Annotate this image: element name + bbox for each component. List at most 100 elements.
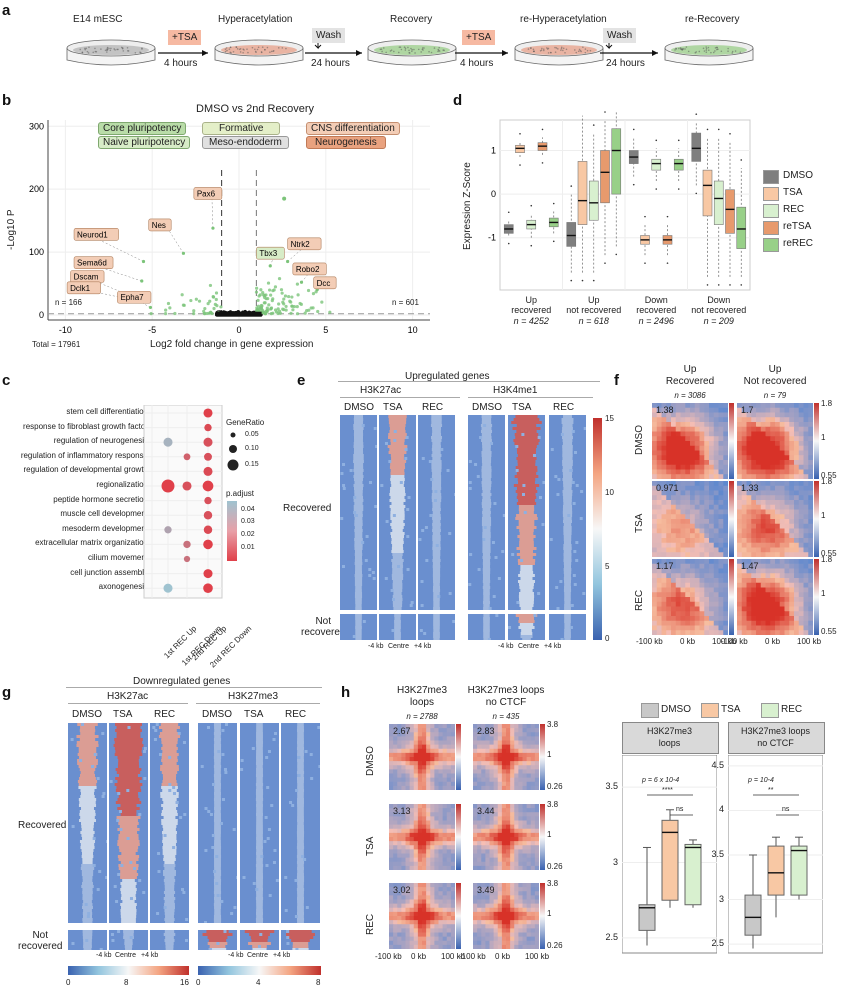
mark-h3k27ac: H3K27ac bbox=[107, 691, 149, 702]
go-dot bbox=[203, 408, 213, 418]
legend-formative: Formative bbox=[202, 122, 281, 135]
sig-gene-point bbox=[276, 311, 280, 316]
scale-tick: 1 bbox=[821, 589, 826, 598]
padjust-title: p.adjust bbox=[226, 489, 255, 498]
go-term-label: regulation of neurogenesis bbox=[53, 436, 148, 446]
column-label: REC bbox=[154, 709, 176, 720]
go-dot bbox=[183, 555, 191, 563]
box bbox=[767, 845, 785, 896]
box-rerec bbox=[548, 202, 559, 243]
heatmap-column-notrec bbox=[198, 930, 237, 950]
go-dot bbox=[204, 496, 212, 505]
g-axis-centre: Centre bbox=[247, 952, 269, 959]
significance: ** bbox=[768, 787, 774, 794]
group-n: n = 4252 bbox=[513, 316, 549, 326]
pileup-colorbar bbox=[729, 481, 734, 557]
heatmap-column-notrec bbox=[549, 614, 586, 640]
stage-label: Recovery bbox=[390, 14, 433, 25]
pileup-value: 3.02 bbox=[393, 885, 411, 895]
axis-tick: -100 kb bbox=[636, 637, 663, 646]
box-rec bbox=[651, 139, 662, 190]
box-rec bbox=[588, 124, 599, 282]
downregulated-title: Downregulated genes bbox=[133, 676, 231, 687]
mark-h3k4me1: H3K4me1 bbox=[493, 385, 538, 396]
axis-tick: 100 kb bbox=[712, 637, 737, 646]
sig-gene-point bbox=[303, 311, 307, 315]
sig-gene-point bbox=[284, 308, 288, 312]
sig-gene-point bbox=[282, 297, 286, 301]
y-tick: 1 bbox=[491, 146, 496, 156]
significance: **** bbox=[662, 787, 673, 794]
heatmap-column bbox=[418, 415, 455, 610]
go-dot bbox=[161, 479, 175, 493]
x-tick: 5 bbox=[323, 325, 328, 335]
time-label: 24 hours bbox=[606, 58, 645, 69]
sig-gene-point bbox=[277, 277, 282, 281]
go-dot bbox=[203, 525, 213, 535]
gene-label: Dclk1 bbox=[70, 284, 91, 293]
box-retsa bbox=[725, 132, 735, 286]
legend-swatch bbox=[641, 703, 659, 718]
box bbox=[744, 894, 762, 936]
padjust-tick: 0.02 bbox=[241, 531, 255, 538]
y-tick: 200 bbox=[29, 184, 44, 194]
petri-dish bbox=[214, 39, 304, 66]
pileup-colorbar bbox=[814, 481, 819, 557]
sig-gene-point bbox=[290, 304, 294, 308]
padjust-tick: 0.01 bbox=[241, 544, 255, 551]
sig-gene-point bbox=[259, 288, 263, 292]
sig-gene-point bbox=[255, 286, 259, 290]
boxplot-panel-header bbox=[728, 722, 825, 754]
loop-pileup bbox=[473, 883, 539, 949]
go-dot bbox=[163, 583, 173, 593]
box-tsa bbox=[515, 132, 525, 166]
y-tick: 100 bbox=[29, 247, 44, 257]
sig-gene-point bbox=[298, 301, 302, 306]
legend-swatch bbox=[763, 204, 779, 218]
go-term-label: mesoderm development bbox=[62, 523, 148, 533]
heatmap-column bbox=[468, 415, 505, 610]
go-dot bbox=[183, 540, 191, 549]
labeled-point bbox=[286, 259, 290, 264]
sig-gene-point bbox=[261, 310, 265, 314]
sig-gene-point bbox=[280, 291, 284, 295]
sig-gene-point bbox=[194, 297, 198, 301]
sig-gene-point bbox=[163, 312, 168, 316]
go-term-label: regulation of developmental growth bbox=[23, 465, 148, 475]
pileup-colorbar bbox=[456, 724, 461, 790]
y-tick: 4.5 bbox=[711, 759, 724, 770]
sig-gene-point bbox=[295, 312, 300, 316]
axis-tick: 0 kb bbox=[411, 952, 427, 961]
g-colorbar-right bbox=[198, 966, 321, 975]
box bbox=[684, 843, 702, 906]
y-tick: 300 bbox=[29, 121, 44, 131]
pileup-value: 3.49 bbox=[477, 885, 495, 895]
sig-gene-point bbox=[259, 306, 263, 311]
go-dot bbox=[183, 453, 191, 461]
pileup-n: n = 79 bbox=[763, 391, 787, 400]
pileup-colorbar bbox=[456, 883, 461, 949]
scale-tick: 0.26 bbox=[547, 941, 563, 950]
sig-gene-point bbox=[288, 299, 292, 303]
sig-gene-point bbox=[254, 290, 259, 294]
column-label: TSA bbox=[244, 709, 264, 720]
pileup-colorbar bbox=[540, 804, 545, 870]
go-term-label: extracellular matrix organization bbox=[35, 538, 148, 548]
panel-letter-a: a bbox=[2, 2, 11, 19]
g-scale-tick: 16 bbox=[180, 978, 189, 987]
legend-label: REC bbox=[781, 704, 803, 715]
heatmap-column-notrec bbox=[418, 614, 455, 640]
sig-gene-point bbox=[271, 289, 275, 293]
pileup-heatmap bbox=[737, 481, 813, 557]
sig-gene-point bbox=[261, 291, 265, 295]
sig-gene-point bbox=[214, 297, 218, 302]
labeled-point bbox=[299, 280, 304, 284]
legend-neurogenesis: Neurogenesis bbox=[306, 136, 386, 149]
legend-naive-pluripotency: Naive pluripotency bbox=[98, 136, 191, 149]
scale-tick: 0.55 bbox=[821, 471, 837, 480]
go-dot bbox=[202, 480, 214, 492]
upregulated-title: Upregulated genes bbox=[405, 371, 490, 382]
y-tick: 2.5 bbox=[711, 938, 724, 949]
y-tick: 3.5 bbox=[711, 849, 724, 859]
boxplot bbox=[728, 755, 823, 954]
